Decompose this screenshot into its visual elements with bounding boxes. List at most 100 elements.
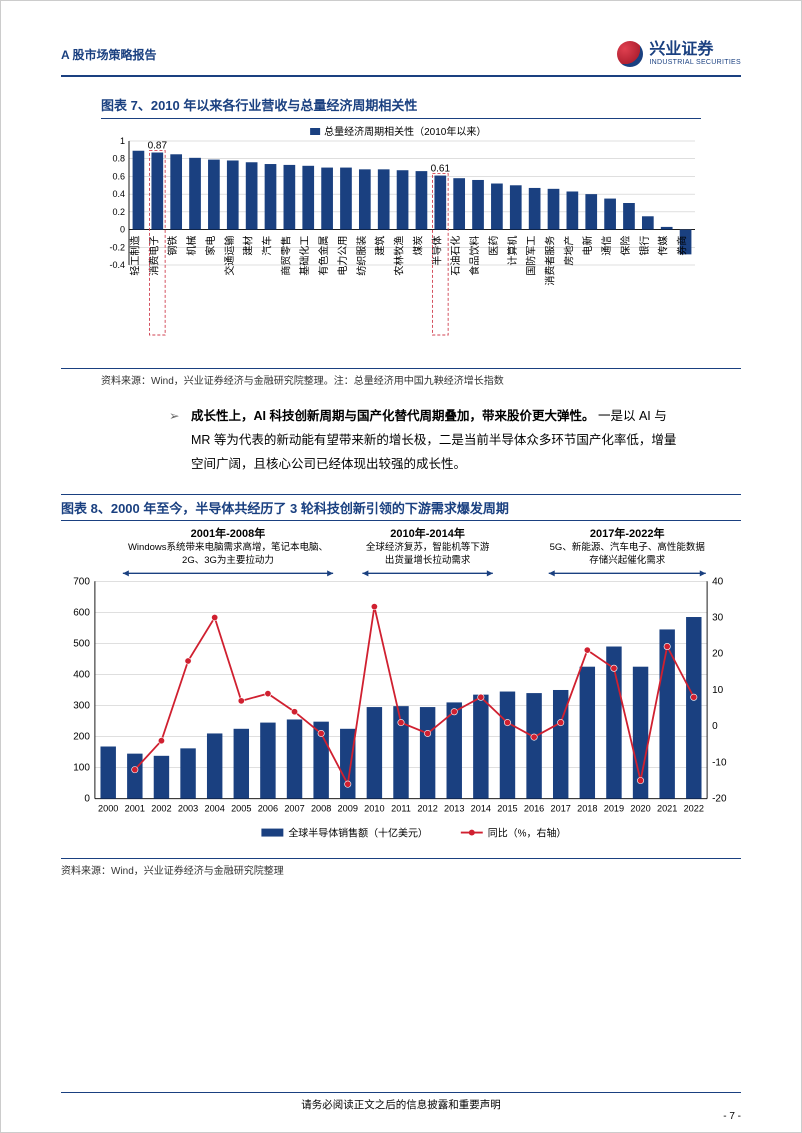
logo-icon bbox=[617, 41, 643, 67]
svg-text:电新: 电新 bbox=[581, 236, 594, 256]
svg-text:-10: -10 bbox=[712, 758, 727, 769]
page-header: A 股市场策略报告 兴业证券 INDUSTRIAL SECURITIES bbox=[61, 41, 741, 77]
chart2-annotation-3: 2017年-2022年5G、新能源、汽车电子、高性能数据存储兴起催化需求 bbox=[549, 527, 706, 567]
svg-text:2010: 2010 bbox=[364, 804, 384, 814]
svg-text:通信: 通信 bbox=[601, 236, 613, 256]
svg-text:轻工制造: 轻工制造 bbox=[128, 236, 141, 276]
svg-text:2014: 2014 bbox=[471, 804, 491, 814]
chart2-source: 资料来源：Wind，兴业证券经济与金融研究院整理 bbox=[61, 858, 741, 877]
chart2-title: 图表 8、2000 年至今，半导体共经历了 3 轮科技创新引领的下游需求爆发周期 bbox=[61, 494, 741, 521]
svg-text:2011: 2011 bbox=[391, 804, 411, 814]
logo-text: 兴业证券 INDUSTRIAL SECURITIES bbox=[649, 41, 741, 66]
svg-text:0.4: 0.4 bbox=[112, 189, 125, 199]
svg-text:钢铁: 钢铁 bbox=[166, 236, 179, 256]
svg-text:银行: 银行 bbox=[638, 236, 651, 256]
svg-text:石油石化: 石油石化 bbox=[449, 236, 462, 276]
svg-text:2009: 2009 bbox=[338, 804, 358, 814]
svg-text:2012: 2012 bbox=[417, 804, 437, 814]
svg-text:机械: 机械 bbox=[185, 236, 198, 256]
svg-text:2022: 2022 bbox=[684, 804, 704, 814]
svg-text:国防军工: 国防军工 bbox=[525, 236, 538, 276]
svg-text:有色金属: 有色金属 bbox=[317, 236, 330, 276]
svg-text:2001: 2001 bbox=[125, 804, 145, 814]
svg-text:商贸零售: 商贸零售 bbox=[279, 236, 292, 276]
logo-name-cn: 兴业证券 bbox=[649, 41, 741, 59]
svg-text:-0.2: -0.2 bbox=[109, 242, 125, 252]
svg-text:2013: 2013 bbox=[444, 804, 464, 814]
page-number: - 7 - bbox=[723, 1111, 741, 1122]
svg-text:30: 30 bbox=[712, 613, 724, 624]
svg-text:2019: 2019 bbox=[604, 804, 624, 814]
svg-text:总量经济周期相关性（2010年以来）: 总量经济周期相关性（2010年以来） bbox=[324, 125, 486, 138]
svg-text:全球半导体销售额（十亿美元）: 全球半导体销售额（十亿美元） bbox=[288, 827, 428, 840]
svg-text:食品饮料: 食品饮料 bbox=[468, 236, 481, 276]
svg-text:2016: 2016 bbox=[524, 804, 544, 814]
chart2-svg: 0100200300400500600700-20-10010203040200… bbox=[61, 525, 741, 845]
footer-disclaimer: 请务必阅读正文之后的信息披露和重要声明 bbox=[301, 1099, 501, 1111]
page: A 股市场策略报告 兴业证券 INDUSTRIAL SECURITIES 图表 … bbox=[0, 0, 802, 1133]
svg-text:2006: 2006 bbox=[258, 804, 278, 814]
svg-text:2008: 2008 bbox=[311, 804, 331, 814]
chart2-annotation-2: 2010年-2014年全球经济复苏，智能机等下游出货量增长拉动需求 bbox=[362, 527, 492, 567]
svg-text:0.87: 0.87 bbox=[148, 141, 168, 152]
svg-text:2017: 2017 bbox=[551, 804, 571, 814]
svg-text:1: 1 bbox=[120, 136, 125, 146]
svg-text:建筑: 建筑 bbox=[374, 236, 387, 256]
svg-text:500: 500 bbox=[73, 639, 90, 650]
svg-text:700: 700 bbox=[73, 577, 90, 588]
svg-text:2005: 2005 bbox=[231, 804, 251, 814]
chart1-source: 资料来源：Wind，兴业证券经济与金融研究院整理。注：总量经济用中国九鞅经济增长… bbox=[61, 368, 741, 387]
report-category: A 股市场策略报告 bbox=[61, 46, 157, 63]
svg-text:20: 20 bbox=[712, 649, 724, 660]
svg-text:10: 10 bbox=[712, 685, 724, 696]
svg-text:计算机: 计算机 bbox=[506, 236, 519, 266]
svg-text:传媒: 传媒 bbox=[658, 236, 670, 256]
svg-text:纺织服装: 纺织服装 bbox=[355, 236, 368, 276]
svg-text:农林牧渔: 农林牧渔 bbox=[393, 236, 406, 276]
chart1-container: -0.4-0.200.20.40.60.81总量经济周期相关性（2010年以来）… bbox=[101, 118, 701, 348]
svg-text:0: 0 bbox=[84, 794, 90, 805]
svg-text:医药: 医药 bbox=[488, 236, 500, 256]
body-paragraph: ➢ 成长性上，AI 科技创新周期与国产化替代周期叠加，带来股价更大弹性。 一是以… bbox=[191, 405, 681, 476]
svg-text:房地产: 房地产 bbox=[562, 236, 575, 266]
svg-text:煤炭: 煤炭 bbox=[411, 236, 424, 256]
svg-text:2021: 2021 bbox=[657, 804, 677, 814]
svg-text:100: 100 bbox=[73, 763, 90, 774]
svg-text:400: 400 bbox=[73, 670, 90, 681]
svg-text:0.8: 0.8 bbox=[112, 154, 125, 164]
svg-text:2007: 2007 bbox=[284, 804, 304, 814]
svg-text:消费者服务: 消费者服务 bbox=[544, 236, 557, 286]
bullet-arrow-icon: ➢ bbox=[169, 405, 179, 429]
svg-text:2003: 2003 bbox=[178, 804, 198, 814]
svg-text:保险: 保险 bbox=[619, 236, 632, 256]
svg-text:2000: 2000 bbox=[98, 804, 118, 814]
svg-text:-0.4: -0.4 bbox=[109, 260, 125, 270]
svg-text:-20: -20 bbox=[712, 794, 727, 805]
svg-text:汽车: 汽车 bbox=[261, 236, 274, 256]
chart1-title: 图表 7、2010 年以来各行业营收与总量经济周期相关性 bbox=[61, 95, 741, 114]
svg-text:2002: 2002 bbox=[151, 804, 171, 814]
svg-text:2020: 2020 bbox=[630, 804, 650, 814]
svg-text:300: 300 bbox=[73, 701, 90, 712]
svg-text:0.2: 0.2 bbox=[112, 207, 125, 217]
svg-text:0.6: 0.6 bbox=[112, 171, 125, 181]
svg-text:基础化工: 基础化工 bbox=[298, 236, 311, 276]
svg-text:交通运输: 交通运输 bbox=[223, 236, 236, 276]
svg-text:0.61: 0.61 bbox=[431, 164, 451, 175]
svg-text:40: 40 bbox=[712, 577, 724, 588]
svg-text:2004: 2004 bbox=[204, 804, 224, 814]
svg-text:同比（%，右轴）: 同比（%，右轴） bbox=[488, 827, 567, 840]
page-footer: 请务必阅读正文之后的信息披露和重要声明 - 7 - bbox=[61, 1092, 741, 1112]
chart2-container: 0100200300400500600700-20-10010203040200… bbox=[61, 525, 741, 850]
svg-text:家电: 家电 bbox=[204, 236, 217, 256]
chart2-annotation-1: 2001年-2008年Windows系统带来电脑需求高增，笔记本电脑、2G、3G… bbox=[123, 527, 333, 567]
svg-text:电力公用: 电力公用 bbox=[336, 236, 349, 276]
body-bold-line: 成长性上，AI 科技创新周期与国产化替代周期叠加，带来股价更大弹性。 bbox=[191, 409, 594, 423]
logo-name-en: INDUSTRIAL SECURITIES bbox=[649, 59, 741, 67]
svg-text:2015: 2015 bbox=[497, 804, 517, 814]
svg-text:2018: 2018 bbox=[577, 804, 597, 814]
svg-text:600: 600 bbox=[73, 608, 90, 619]
svg-text:建材: 建材 bbox=[242, 236, 255, 256]
svg-text:券商: 券商 bbox=[676, 236, 689, 256]
chart1-svg: -0.4-0.200.20.40.60.81总量经济周期相关性（2010年以来）… bbox=[101, 123, 701, 343]
